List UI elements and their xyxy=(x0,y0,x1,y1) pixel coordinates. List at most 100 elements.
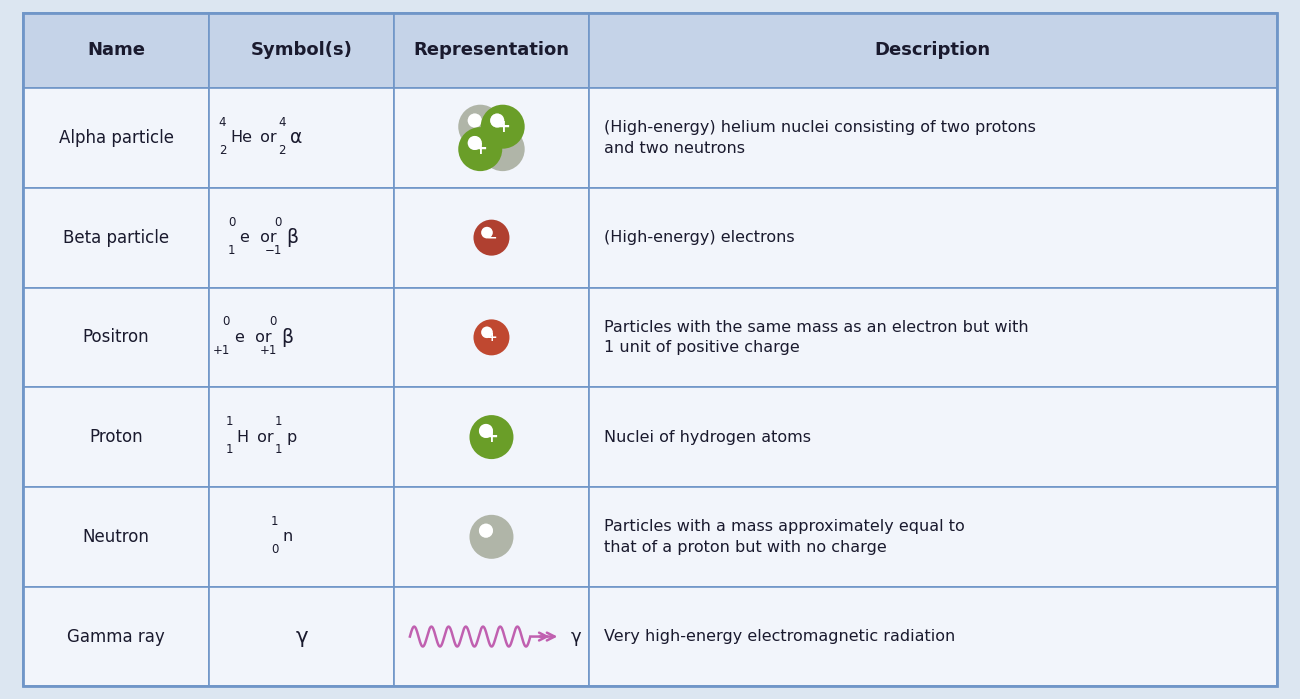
Ellipse shape xyxy=(490,136,504,150)
Bar xyxy=(394,13,589,88)
Ellipse shape xyxy=(478,524,493,538)
Text: Beta particle: Beta particle xyxy=(64,229,169,247)
Text: 2: 2 xyxy=(278,144,286,157)
Bar xyxy=(394,287,589,387)
Bar xyxy=(209,387,394,487)
Text: −1: −1 xyxy=(265,244,282,257)
Text: 0: 0 xyxy=(270,543,278,556)
Ellipse shape xyxy=(481,326,493,338)
Bar xyxy=(589,188,1277,287)
Bar xyxy=(589,13,1277,88)
Text: 2: 2 xyxy=(218,144,226,157)
Bar xyxy=(23,287,209,387)
Bar xyxy=(23,586,209,686)
Text: Symbol(s): Symbol(s) xyxy=(251,41,352,59)
Ellipse shape xyxy=(481,227,493,238)
Ellipse shape xyxy=(481,227,493,238)
Text: +: + xyxy=(486,331,497,344)
Bar xyxy=(394,586,589,686)
Text: 1: 1 xyxy=(227,244,235,257)
Text: 0: 0 xyxy=(227,215,235,229)
Ellipse shape xyxy=(459,105,502,149)
Text: 0: 0 xyxy=(274,215,282,229)
Bar xyxy=(589,487,1277,586)
Bar xyxy=(589,287,1277,387)
Text: Nuclei of hydrogen atoms: Nuclei of hydrogen atoms xyxy=(603,430,811,445)
Text: or: or xyxy=(250,330,277,345)
Text: 0: 0 xyxy=(269,315,277,329)
Ellipse shape xyxy=(468,113,482,128)
Text: 0: 0 xyxy=(222,315,230,329)
Text: Proton: Proton xyxy=(90,428,143,446)
Bar xyxy=(394,487,589,586)
Text: +1: +1 xyxy=(213,344,230,356)
Text: +: + xyxy=(495,117,510,136)
Text: 1: 1 xyxy=(274,415,282,428)
Text: 1: 1 xyxy=(225,415,233,428)
Ellipse shape xyxy=(459,127,502,171)
Text: Gamma ray: Gamma ray xyxy=(68,628,165,646)
Ellipse shape xyxy=(478,524,493,538)
Text: or: or xyxy=(255,131,282,145)
Bar xyxy=(209,88,394,188)
Bar xyxy=(23,387,209,487)
Text: Particles with a mass approximately equal to
that of a proton but with no charge: Particles with a mass approximately equa… xyxy=(603,519,965,554)
Ellipse shape xyxy=(469,515,514,559)
Ellipse shape xyxy=(468,136,482,150)
Bar xyxy=(23,88,209,188)
Text: α: α xyxy=(290,129,303,147)
Ellipse shape xyxy=(490,113,504,128)
Text: 1: 1 xyxy=(270,514,278,528)
Text: Neutron: Neutron xyxy=(83,528,150,546)
Ellipse shape xyxy=(490,136,504,150)
Bar xyxy=(589,586,1277,686)
Text: +1: +1 xyxy=(260,344,277,356)
Bar xyxy=(589,387,1277,487)
Text: e: e xyxy=(234,330,244,345)
Bar xyxy=(23,487,209,586)
Ellipse shape xyxy=(481,105,525,149)
Ellipse shape xyxy=(473,319,510,355)
Text: H: H xyxy=(237,430,248,445)
Ellipse shape xyxy=(473,219,510,256)
Text: e: e xyxy=(239,230,250,245)
Text: Positron: Positron xyxy=(83,329,150,347)
Text: Representation: Representation xyxy=(413,41,569,59)
Ellipse shape xyxy=(469,415,514,459)
Text: (High-energy) electrons: (High-energy) electrons xyxy=(603,230,794,245)
Text: −: − xyxy=(486,231,497,244)
Ellipse shape xyxy=(468,113,482,128)
Bar xyxy=(209,586,394,686)
Text: +: + xyxy=(485,428,498,446)
Text: p: p xyxy=(286,430,296,445)
Text: 4: 4 xyxy=(278,116,286,129)
Bar xyxy=(394,387,589,487)
Text: Description: Description xyxy=(875,41,991,59)
Text: 1: 1 xyxy=(225,443,233,456)
Ellipse shape xyxy=(481,127,525,171)
Bar xyxy=(209,188,394,287)
Ellipse shape xyxy=(468,136,482,150)
Bar xyxy=(394,88,589,188)
Text: Name: Name xyxy=(87,41,146,59)
Text: Particles with the same mass as an electron but with
1 unit of positive charge: Particles with the same mass as an elect… xyxy=(603,319,1028,355)
Text: Very high-energy electromagnetic radiation: Very high-energy electromagnetic radiati… xyxy=(603,629,956,644)
Bar xyxy=(23,13,209,88)
Text: β: β xyxy=(281,328,292,347)
Ellipse shape xyxy=(478,424,493,438)
Text: 1: 1 xyxy=(274,443,282,456)
Ellipse shape xyxy=(490,113,504,128)
Bar xyxy=(394,188,589,287)
Text: or: or xyxy=(252,430,280,445)
Text: +: + xyxy=(473,140,488,158)
Bar xyxy=(589,88,1277,188)
Bar xyxy=(209,287,394,387)
Ellipse shape xyxy=(478,424,493,438)
Text: γ: γ xyxy=(571,628,581,646)
Ellipse shape xyxy=(481,326,493,338)
Text: n: n xyxy=(282,529,293,545)
Text: β: β xyxy=(286,228,298,247)
Text: or: or xyxy=(255,230,282,245)
Text: He: He xyxy=(230,131,252,145)
Text: (High-energy) helium nuclei consisting of two protons
and two neutrons: (High-energy) helium nuclei consisting o… xyxy=(603,120,1036,156)
